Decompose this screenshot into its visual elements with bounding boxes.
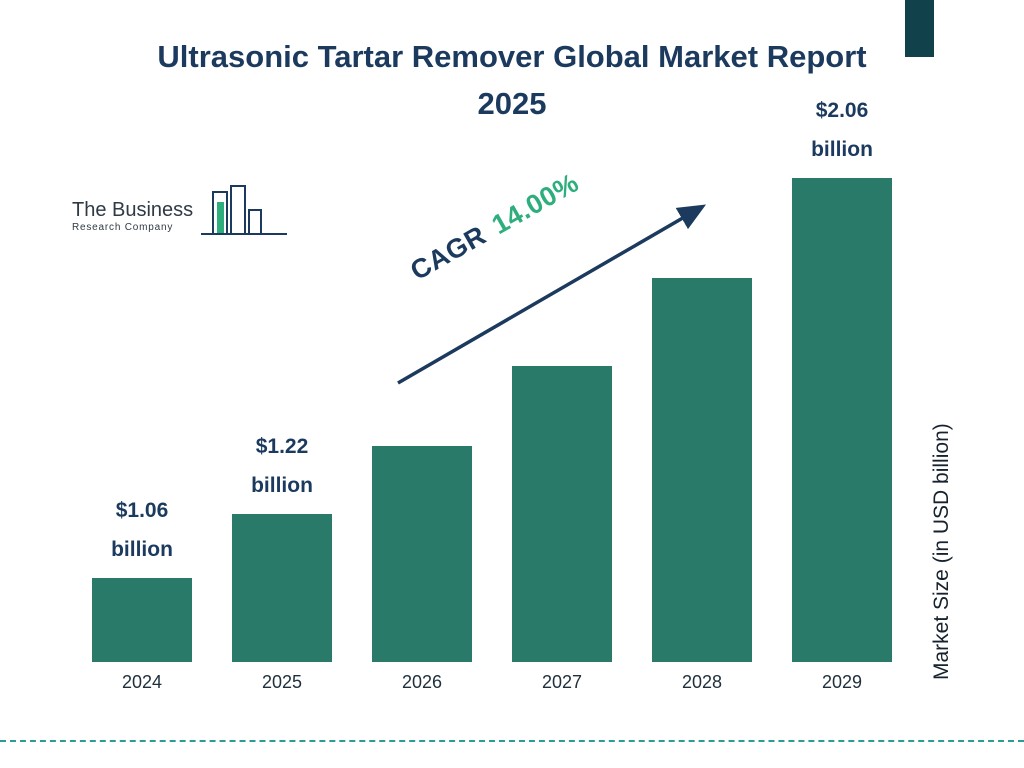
x-axis-label-2024: 2024	[121, 672, 163, 692]
bar-column-2024: $1.06 billion 2024	[92, 142, 192, 692]
bar-column-2029: $2.06 billion 2029	[792, 99, 892, 692]
bar-column-2025: $1.22 billion 2025	[232, 142, 332, 692]
x-axis-label-2029: 2029	[821, 672, 863, 692]
logo-subtitle: Research Company	[72, 221, 174, 233]
bar-2025	[232, 514, 332, 662]
bottom-dashed-divider	[0, 740, 1024, 742]
logo-name: The Business	[72, 198, 194, 221]
x-axis-label-2025: 2025	[261, 672, 303, 692]
y-axis-label: Market Size (in USD billion)	[930, 423, 953, 680]
bar-2028	[652, 278, 752, 662]
company-logo: The Business Research Company	[72, 182, 289, 249]
bar-column-2028: 2028	[652, 142, 752, 692]
bar-chart-logo-icon	[199, 182, 289, 249]
growth-arrow-icon	[397, 204, 707, 385]
logo-text: The Business Research Company	[72, 199, 193, 233]
bar-value-label-2024: $1.06 billion	[111, 499, 173, 562]
x-axis-label-2026: 2026	[401, 672, 443, 692]
bar-2029	[792, 178, 892, 662]
x-axis-label-2027: 2027	[541, 672, 583, 692]
page-title: Ultrasonic Tartar Remover Global Market …	[157, 39, 867, 121]
x-axis-label-2028: 2028	[681, 672, 723, 692]
bar-2026	[372, 446, 472, 662]
bar-value-label-2025: $1.22 billion	[251, 435, 313, 498]
bar-2024	[92, 578, 192, 662]
bar-value-label-2029: $2.06 billion	[811, 99, 873, 162]
corner-accent-block	[905, 0, 934, 57]
bar-2027	[512, 366, 612, 662]
bar-column-2027: 2027	[512, 142, 612, 692]
bar-chart: $1.06 billion 2024 $1.22 billion 2025 2026 2027…	[92, 99, 892, 692]
bar-column-2026: 2026	[372, 142, 472, 692]
